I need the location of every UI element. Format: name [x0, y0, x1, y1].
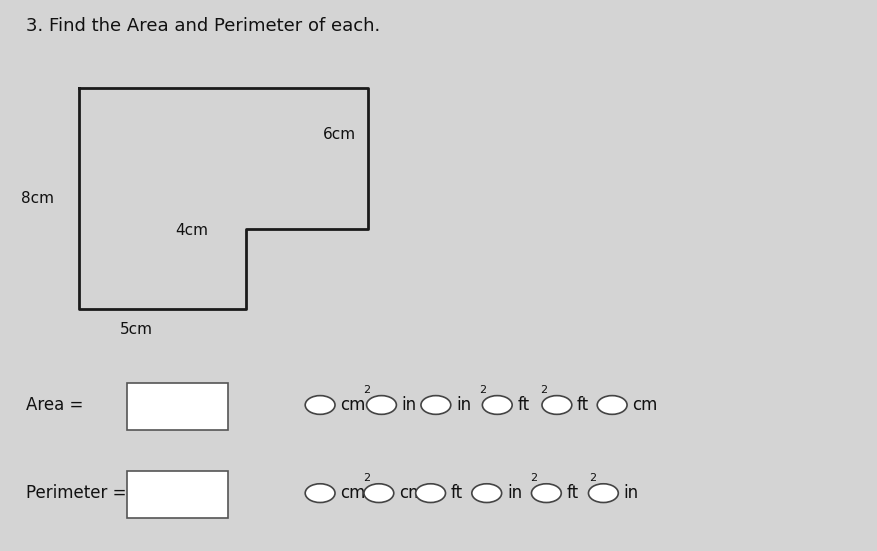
Circle shape [305, 396, 335, 414]
Text: 2: 2 [540, 385, 547, 395]
Text: in: in [624, 484, 638, 502]
Text: Perimeter =: Perimeter = [26, 484, 127, 502]
Text: cm: cm [340, 396, 366, 414]
Circle shape [531, 484, 561, 503]
Text: cm: cm [399, 484, 424, 502]
Text: ft: ft [577, 396, 589, 414]
Text: cm: cm [632, 396, 658, 414]
Text: Area =: Area = [26, 396, 83, 414]
Circle shape [588, 484, 618, 503]
Text: ft: ft [567, 484, 579, 502]
Text: in: in [456, 396, 471, 414]
Circle shape [367, 396, 396, 414]
Circle shape [597, 396, 627, 414]
Text: 2: 2 [479, 385, 486, 395]
Text: ft: ft [451, 484, 463, 502]
Circle shape [416, 484, 446, 503]
Text: in: in [402, 396, 417, 414]
Circle shape [364, 484, 394, 503]
Circle shape [472, 484, 502, 503]
FancyBboxPatch shape [127, 471, 228, 518]
Circle shape [305, 484, 335, 503]
Text: 2: 2 [530, 473, 537, 483]
FancyBboxPatch shape [127, 383, 228, 430]
Text: ft: ft [517, 396, 530, 414]
Circle shape [482, 396, 512, 414]
Text: in: in [507, 484, 522, 502]
Text: 6cm: 6cm [323, 127, 356, 143]
Text: 2: 2 [363, 473, 370, 483]
Text: 2: 2 [363, 385, 370, 395]
Text: 8cm: 8cm [21, 191, 54, 206]
Circle shape [542, 396, 572, 414]
Text: 5cm: 5cm [119, 322, 153, 337]
Text: cm: cm [340, 484, 366, 502]
Circle shape [421, 396, 451, 414]
Text: 2: 2 [589, 473, 596, 483]
Text: 4cm: 4cm [175, 223, 209, 238]
Text: 3. Find the Area and Perimeter of each.: 3. Find the Area and Perimeter of each. [26, 17, 381, 35]
